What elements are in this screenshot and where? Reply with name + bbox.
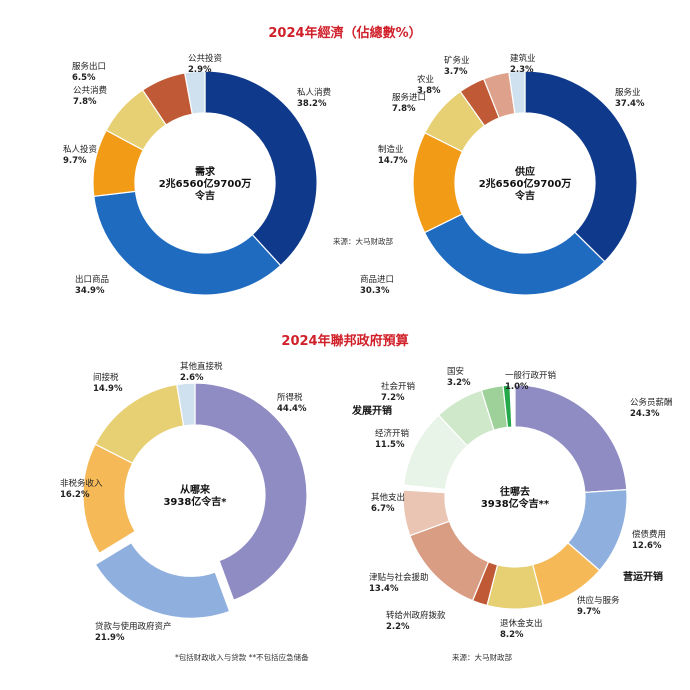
slice-label: 经济开销 — [375, 428, 410, 439]
slice-value: 21.9% — [95, 633, 125, 643]
center-label: 需求 — [195, 165, 216, 178]
slice-value: 24.3% — [630, 409, 660, 419]
slice-value: 16.2% — [60, 490, 90, 500]
slice-value: 2.6% — [180, 373, 204, 383]
donut-slice — [423, 213, 606, 296]
donut-slice — [194, 382, 308, 601]
donut-slice — [508, 70, 526, 115]
economy-title: 2024年經濟（佔總數%） — [268, 25, 421, 41]
slice-value: 3.2% — [447, 378, 471, 388]
group-label: 营运开销 — [623, 570, 663, 583]
slice-value: 14.7% — [378, 156, 408, 166]
slice-value: 38.2% — [297, 99, 327, 109]
slice-value: 2.2% — [386, 622, 410, 632]
slice-value: 11.5% — [375, 440, 405, 450]
slice-value: 6.7% — [371, 504, 395, 514]
budget-title: 2024年聯邦政府預算 — [281, 333, 408, 349]
center-label: 令吉 — [194, 189, 215, 202]
slice-label: 间接税 — [93, 372, 119, 383]
donut-slice — [514, 384, 628, 494]
donut-slice — [524, 70, 638, 263]
slice-label: 非税务收入 — [60, 478, 103, 489]
donut-slice — [409, 520, 490, 602]
slice-label: 津贴与社会援助 — [369, 572, 429, 583]
slice-value: 34.9% — [75, 286, 105, 296]
center-label: 2兆6560亿9700万 — [159, 177, 252, 190]
slice-label: 私人消费 — [297, 87, 332, 98]
slice-label: 商品进口 — [360, 274, 394, 285]
slice-value: 30.3% — [360, 286, 390, 296]
slice-value: 9.7% — [63, 156, 87, 166]
donut-slice — [94, 541, 231, 619]
slice-label: 转给州政府拨款 — [386, 610, 446, 621]
slice-value: 3.8% — [417, 86, 441, 96]
donut-slice — [184, 70, 206, 115]
group-label: 发展开销 — [351, 404, 392, 417]
center-label: 3938亿令吉* — [163, 495, 227, 508]
slice-value: 2.3% — [510, 65, 534, 75]
center-label: 供应 — [514, 165, 535, 178]
center-label: 往哪去 — [500, 485, 530, 498]
slice-label: 其他直接税 — [180, 361, 223, 372]
slice-value: 7.8% — [392, 104, 416, 114]
center-label: 3938亿令吉** — [481, 497, 550, 510]
slice-value: 3.7% — [444, 67, 468, 77]
center-label: 令吉 — [514, 189, 535, 202]
source-note-top: 来源：大马财政部 — [333, 236, 393, 246]
slice-label: 公共消费 — [73, 85, 108, 96]
donut-slice — [94, 383, 185, 465]
source-note-bottom: 来源：大马财政部 — [452, 652, 512, 662]
slice-label: 退休金支出 — [500, 618, 543, 629]
slice-label: 一般行政开销 — [505, 370, 557, 381]
slice-value: 37.4% — [615, 99, 645, 109]
slice-label: 贷款与使用政府资产 — [95, 621, 172, 632]
slice-label: 制造业 — [378, 144, 404, 155]
donut-slice — [402, 489, 451, 537]
footnote: *包括财政收入与贷款 **不包括应急储备 — [175, 652, 309, 662]
slice-label: 社会开销 — [381, 381, 416, 392]
slice-label: 建筑业 — [510, 53, 536, 64]
slice-value: 8.2% — [500, 630, 524, 640]
slice-value: 2.9% — [188, 65, 212, 75]
slice-label: 出口商品 — [75, 274, 109, 285]
slice-label: 服务进口 — [392, 92, 426, 103]
slice-value: 12.6% — [632, 541, 662, 551]
slice-value: 7.8% — [73, 97, 97, 107]
slice-label: 公务员薪酬 — [630, 397, 673, 408]
slice-label: 服务出口 — [72, 61, 106, 72]
slice-value: 14.9% — [93, 384, 123, 394]
slice-value: 7.2% — [381, 393, 405, 403]
center-label: 2兆6560亿9700万 — [479, 177, 572, 190]
slice-value: 6.5% — [72, 73, 96, 83]
slice-value: 13.4% — [369, 584, 399, 594]
donut-slice — [93, 190, 282, 296]
slice-label: 偿债费用 — [632, 529, 666, 540]
slice-value: 9.7% — [577, 607, 601, 617]
donut-slice — [176, 382, 196, 427]
slice-label: 服务业 — [615, 87, 641, 98]
slice-label: 供应与服务 — [577, 595, 620, 606]
slice-label: 农业 — [417, 74, 434, 85]
slice-label: 公共投资 — [188, 53, 223, 64]
donut-slice — [502, 384, 513, 429]
slice-label: 所得税 — [277, 392, 303, 403]
slice-label: 其他支出 — [371, 492, 405, 503]
slice-label: 私人投资 — [63, 144, 98, 155]
slice-label: 国安 — [447, 366, 464, 377]
donut-slice — [204, 70, 318, 267]
slice-value: 44.4% — [277, 404, 307, 414]
center-label: 从哪来 — [180, 483, 211, 496]
slice-value: 1.0% — [505, 382, 529, 392]
slice-label: 矿务业 — [444, 55, 470, 66]
